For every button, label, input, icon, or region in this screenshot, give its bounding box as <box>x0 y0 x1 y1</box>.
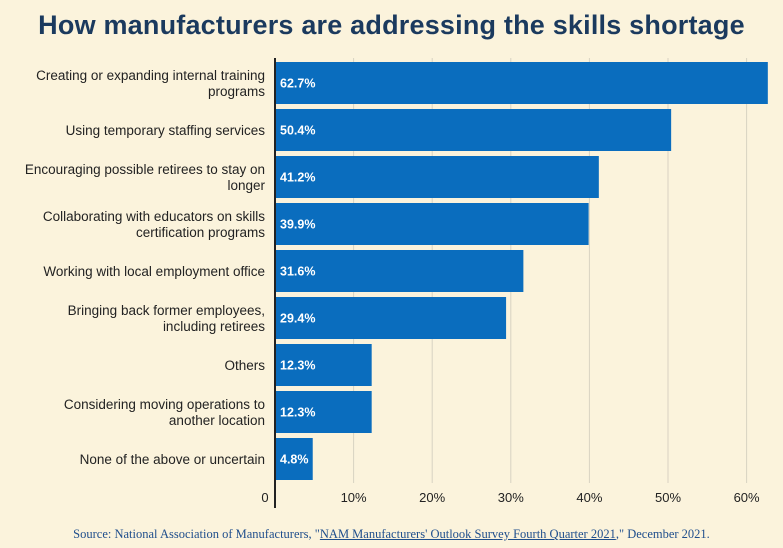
x-tick-label: 40% <box>576 490 602 505</box>
x-tick-label: 50% <box>655 490 681 505</box>
bar <box>275 109 672 151</box>
bar-value-label: 50.4% <box>280 124 315 138</box>
bar <box>275 344 372 386</box>
category-label: Working with local employment office <box>43 264 265 279</box>
bar <box>275 297 507 339</box>
x-tick-label: 10% <box>341 490 367 505</box>
bar-value-label: 41.2% <box>280 171 315 185</box>
bar <box>275 250 524 292</box>
source-suffix: ," December 2021. <box>615 527 710 541</box>
bar-value-label: 4.8% <box>280 453 309 467</box>
x-tick-label: 20% <box>419 490 445 505</box>
source-prefix: Source: National Association of Manufact… <box>73 527 320 541</box>
x-tick-label: 60% <box>734 490 760 505</box>
bar-value-label: 62.7% <box>280 77 315 91</box>
chart-title: How manufacturers are addressing the ski… <box>38 10 745 40</box>
bar <box>275 391 372 433</box>
bar-value-label: 31.6% <box>280 265 315 279</box>
bar-value-label: 12.3% <box>280 406 315 420</box>
category-label: Encouraging possible retirees to stay on… <box>25 162 266 193</box>
source-link[interactable]: NAM Manufacturers' Outlook Survey Fourth… <box>319 527 616 541</box>
bar-value-label: 29.4% <box>280 312 315 326</box>
category-label: Bringing back former employees, including… <box>68 303 266 334</box>
category-label: None of the above or uncertain <box>80 452 265 467</box>
x-tick-label: 0 <box>261 490 268 505</box>
bar <box>275 203 589 245</box>
category-label: Others <box>224 358 265 373</box>
category-label: Creating or expanding internal training p… <box>36 68 265 99</box>
category-label: Considering moving operations to another … <box>64 397 265 428</box>
bar <box>275 62 768 104</box>
category-label: Collaborating with educators on skills ce… <box>43 209 265 240</box>
x-tick-label: 30% <box>498 490 524 505</box>
bar <box>275 438 313 480</box>
category-label: Using temporary staffing services <box>66 123 266 138</box>
source-note: Source: National Association of Manufact… <box>0 527 783 542</box>
bar-value-label: 12.3% <box>280 359 315 373</box>
bar-value-label: 39.9% <box>280 218 315 232</box>
bar <box>275 156 599 198</box>
